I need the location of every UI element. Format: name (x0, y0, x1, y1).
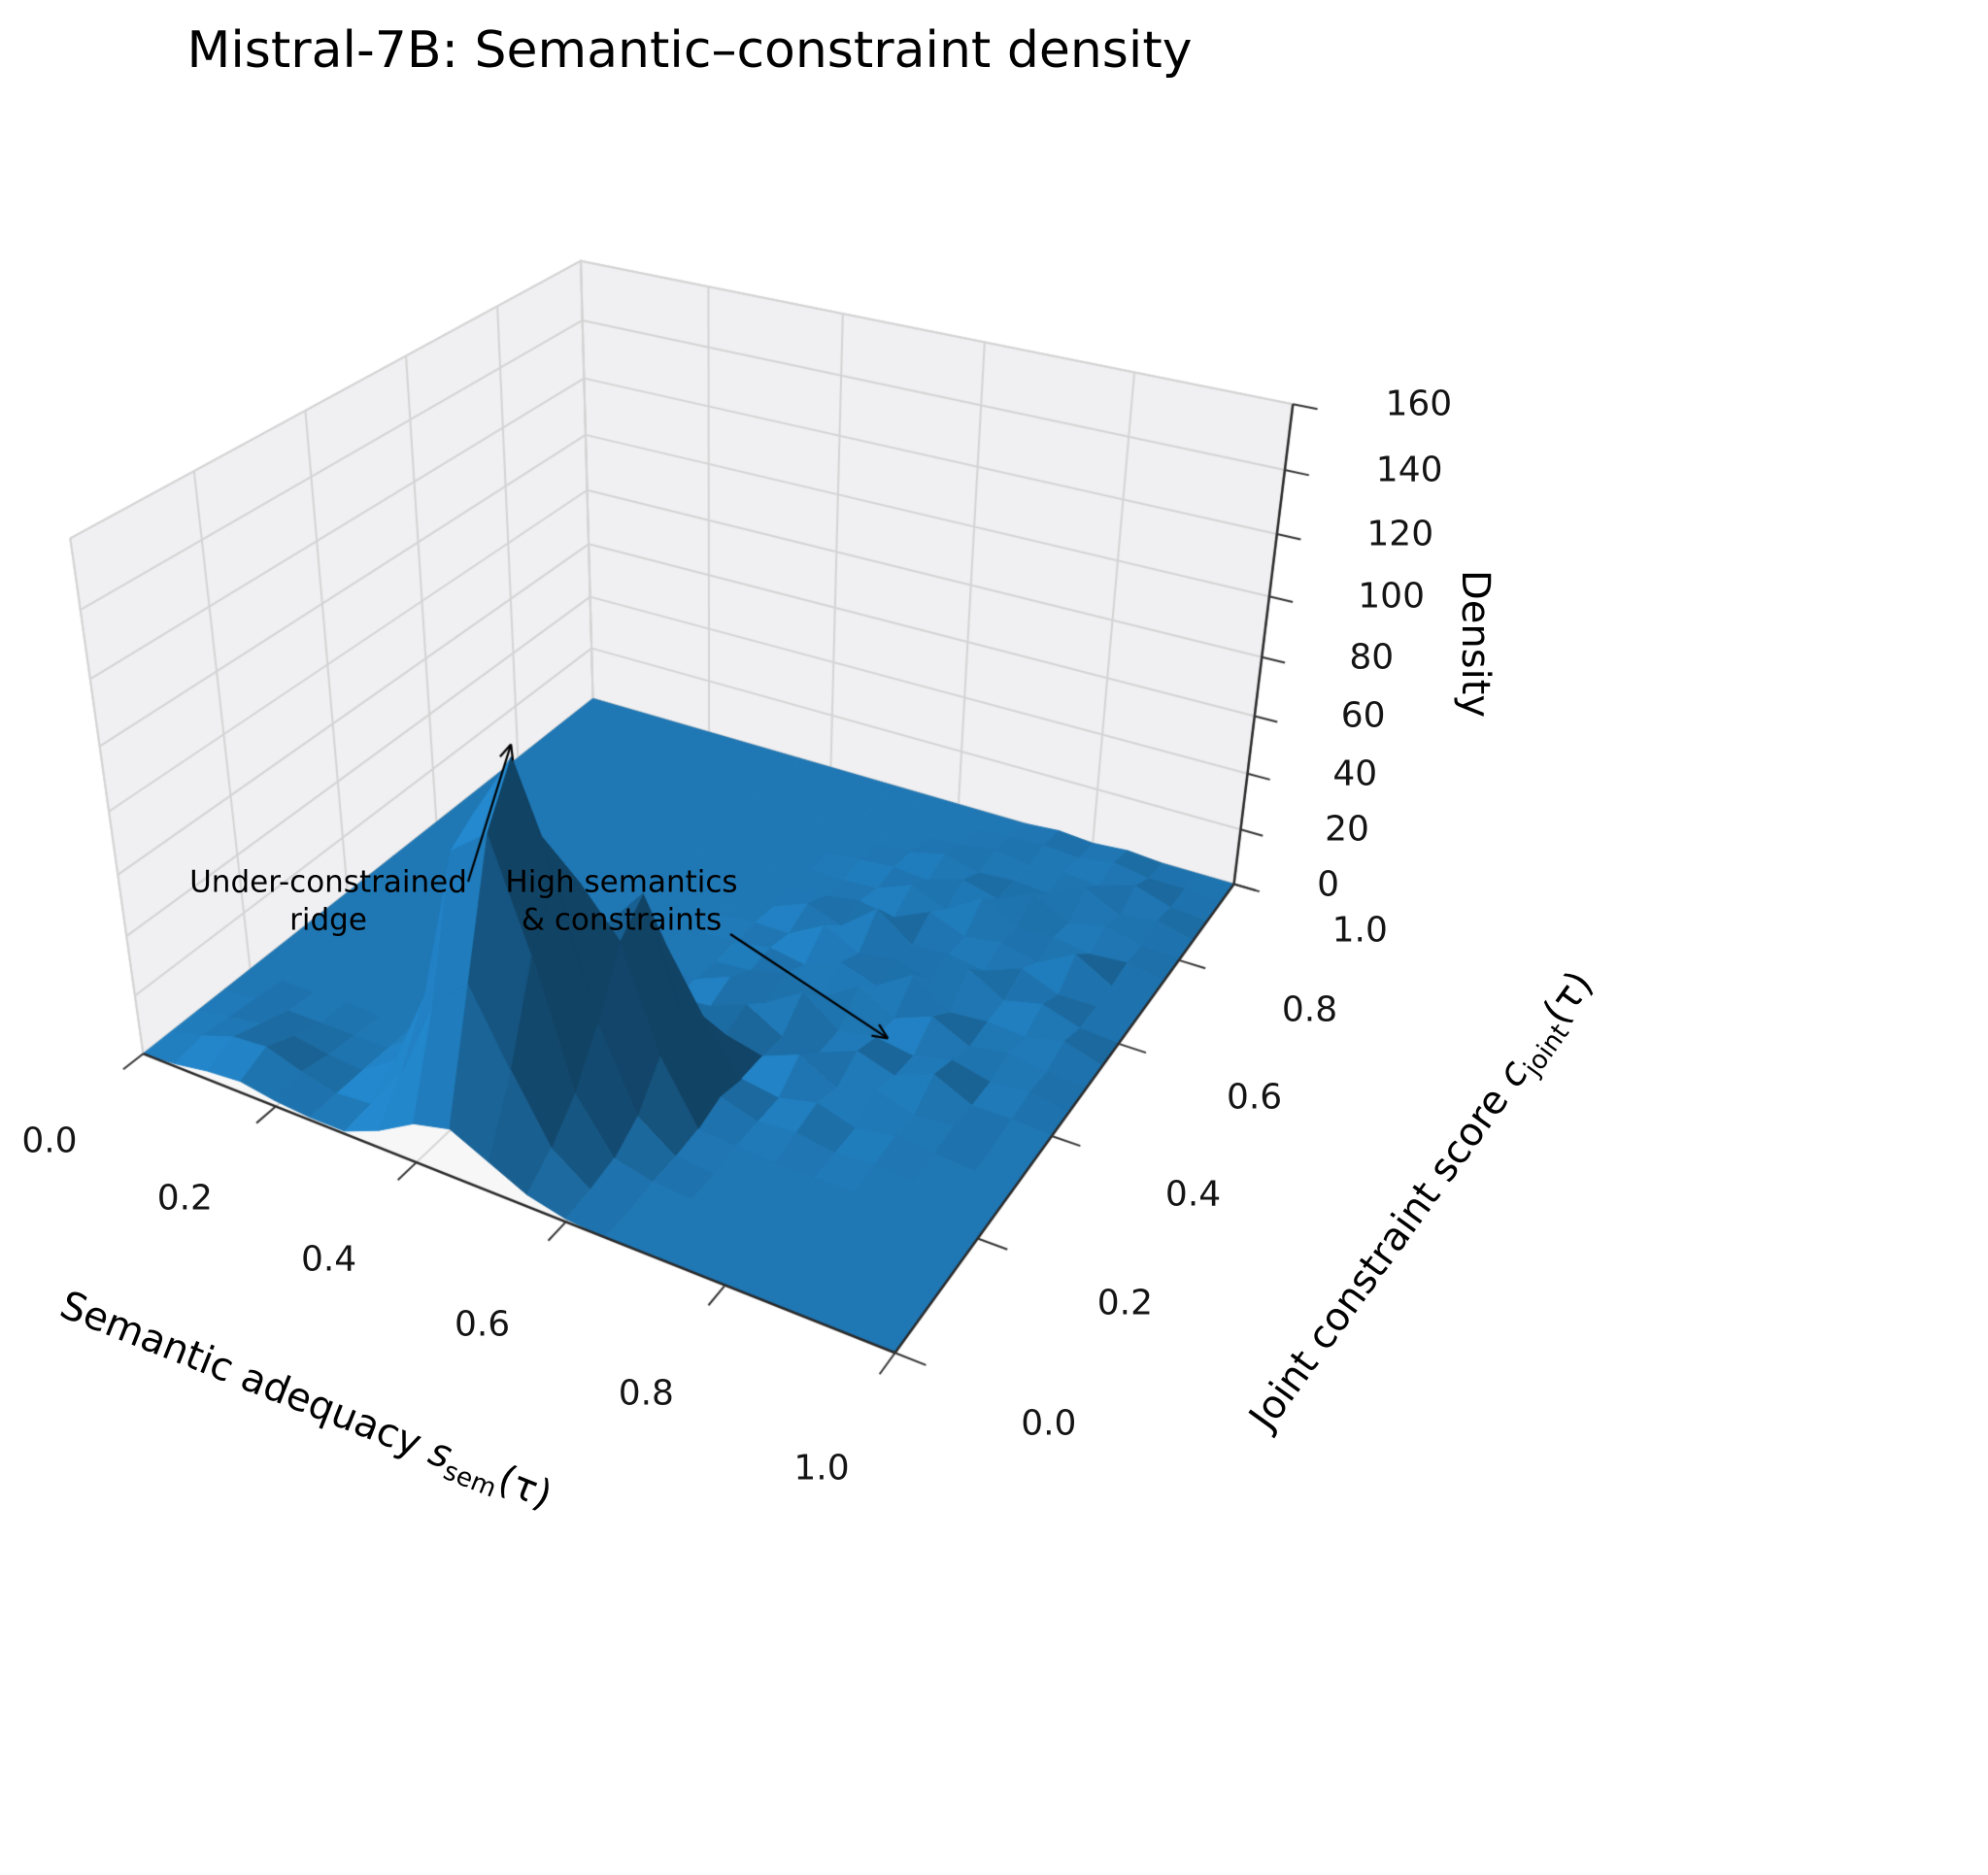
z-tick-label: 140 (1375, 450, 1443, 490)
z-tick-label: 120 (1366, 514, 1434, 554)
x-tick-label: 0.4 (300, 1239, 357, 1280)
z-tick-label: 20 (1325, 809, 1369, 850)
y-tick-label: 0.4 (1164, 1174, 1222, 1215)
x-tick-label: 0.0 (21, 1121, 78, 1161)
x-tick-label: 0.8 (618, 1373, 674, 1414)
z-tick-label: 60 (1340, 695, 1386, 736)
z-tick-label: 100 (1358, 576, 1425, 617)
x-tick-label: 0.6 (454, 1304, 511, 1345)
z-tick-label: 160 (1385, 384, 1453, 424)
z-tick-label: 40 (1332, 753, 1378, 794)
z-tick-label: 80 (1349, 637, 1395, 678)
chart-title: Mistral-7B: Semantic–constraint density (186, 21, 1193, 80)
annotation-high-semantics-constraints: High semantics & constraints (505, 864, 738, 937)
annotation-under-constrained-ridge: Under-constrained ridge (189, 864, 467, 937)
z-tick-label: 0 (1317, 864, 1340, 905)
y-tick-label: 1.0 (1331, 910, 1388, 951)
y-tick-label: 0.6 (1226, 1077, 1283, 1118)
z-axis-label: Density (1453, 570, 1499, 719)
y-tick-label: 0.0 (1021, 1403, 1077, 1444)
y-tick-label: 0.8 (1281, 989, 1338, 1030)
x-tick-label: 1.0 (793, 1448, 850, 1489)
y-tick-label: 0.2 (1096, 1283, 1154, 1323)
x-tick-label: 0.2 (156, 1178, 213, 1219)
